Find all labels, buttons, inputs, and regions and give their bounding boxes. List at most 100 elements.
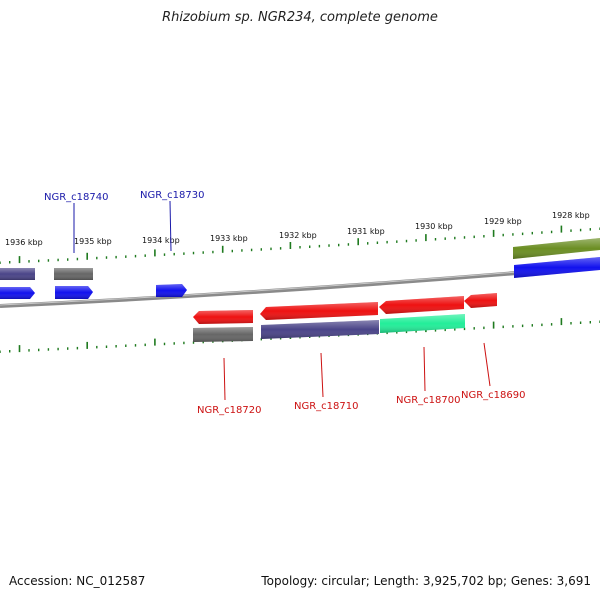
minor-tick: [279, 337, 282, 340]
minor-tick: [589, 228, 591, 231]
minor-tick: [47, 348, 50, 351]
minor-tick: [570, 322, 572, 325]
minor-tick: [270, 337, 272, 340]
kbp-scale: 1936 kbp 1935 kbp 1934 kbp 1933 kbp 1932…: [5, 211, 590, 247]
minor-tick: [521, 232, 524, 236]
gene-label-ngr-c18690[interactable]: NGR_c18690: [461, 390, 526, 401]
minor-tick: [579, 321, 582, 324]
minor-tick: [541, 231, 543, 234]
minor-tick: [250, 248, 253, 252]
minor-tick: [463, 327, 466, 331]
major-tick: [357, 238, 359, 246]
minor-tick: [134, 344, 137, 347]
minor-tick: [0, 261, 1, 264]
minor-tick: [115, 345, 117, 348]
minor-tick: [299, 246, 301, 249]
minor-tick: [367, 242, 369, 245]
minor-tick: [192, 251, 195, 255]
minor-tick: [415, 330, 417, 333]
minor-tick: [173, 342, 175, 345]
minor-tick: [589, 321, 591, 324]
minor-tick: [376, 241, 379, 244]
minor-tick: [454, 236, 456, 240]
minor-tick: [434, 238, 437, 241]
major-tick: [560, 225, 563, 233]
minor-tick: [463, 236, 466, 239]
kbp-label-1934: 1934 kbp: [142, 236, 180, 245]
kbp-label-1936: 1936 kbp: [5, 238, 43, 247]
minor-tick: [144, 343, 146, 347]
gene-label-ngr-c18700[interactable]: NGR_c18700: [396, 395, 461, 406]
minor-tick: [579, 228, 582, 232]
minor-tick: [57, 347, 59, 351]
minor-tick: [96, 256, 98, 260]
kbp-label-1935: 1935 kbp: [74, 237, 112, 246]
major-tick: [221, 245, 224, 253]
minor-tick: [38, 259, 40, 263]
minor-tick: [444, 328, 446, 332]
gene-label-ngr-c18710[interactable]: NGR_c18710: [294, 401, 359, 412]
kbp-label-1932: 1932 kbp: [279, 231, 317, 240]
minor-tick: [415, 239, 417, 242]
gene-labels: NGR_c18740 NGR_c18730 NGR_c18720 NGR_c18…: [44, 190, 526, 416]
minor-tick: [473, 327, 475, 330]
major-tick: [86, 341, 88, 349]
minor-tick: [338, 243, 340, 247]
minor-tick: [67, 347, 69, 350]
minor-tick: [454, 328, 456, 331]
kbp-label-1929: 1929 kbp: [484, 217, 522, 226]
minor-tick: [0, 350, 1, 353]
minor-tick: [541, 323, 543, 327]
minor-tick: [473, 235, 475, 239]
kbp-label-1930: 1930 kbp: [415, 222, 453, 231]
minor-tick: [202, 251, 204, 254]
minor-tick: [183, 341, 185, 345]
major-tick: [18, 256, 21, 264]
genome-title: Rhizobium sp. NGR234, complete genome: [162, 10, 438, 25]
minor-tick: [405, 239, 408, 243]
minor-tick: [105, 345, 108, 348]
minor-tick: [134, 254, 137, 258]
minor-tick: [115, 255, 117, 259]
minor-tick: [57, 258, 59, 262]
minor-tick: [9, 261, 11, 264]
minor-tick: [318, 244, 321, 248]
major-tick: [154, 249, 156, 257]
gene-label-ngr-c18730[interactable]: NGR_c18730: [140, 190, 205, 201]
minor-tick: [512, 233, 514, 236]
gene-label-ngr-c18740[interactable]: NGR_c18740: [44, 192, 109, 203]
leader-lines: [73, 200, 491, 401]
minor-tick: [396, 331, 398, 334]
gene-label-ngr-c18720[interactable]: NGR_c18720: [197, 405, 262, 416]
minor-tick: [386, 240, 388, 244]
major-tick: [492, 321, 495, 329]
kbp-label-1933: 1933 kbp: [210, 234, 248, 243]
major-tick: [492, 229, 495, 237]
minor-tick: [434, 329, 437, 332]
minor-tick: [125, 255, 127, 258]
minor-tick: [328, 244, 330, 247]
minor-tick: [260, 248, 262, 251]
minor-tick: [212, 250, 214, 254]
minor-tick: [96, 345, 98, 349]
minor-tick: [270, 247, 272, 251]
kbp-label-1928: 1928 kbp: [552, 211, 590, 220]
minus-strand-genes: [193, 293, 497, 342]
minor-tick: [105, 256, 108, 259]
minor-tick: [163, 342, 166, 346]
minor-tick: [309, 245, 311, 248]
minor-tick: [76, 257, 79, 261]
accession-text: Accession: NC_012587: [9, 574, 146, 588]
minor-tick: [512, 325, 514, 328]
major-tick: [154, 338, 156, 346]
minor-tick: [531, 231, 533, 235]
minor-tick: [279, 247, 282, 250]
major-tick: [560, 318, 563, 326]
minor-tick: [28, 349, 30, 352]
minor-tick: [67, 258, 69, 261]
minor-tick: [163, 253, 166, 256]
minor-tick: [47, 259, 50, 262]
minor-tick: [531, 324, 533, 327]
minor-tick: [502, 233, 504, 237]
